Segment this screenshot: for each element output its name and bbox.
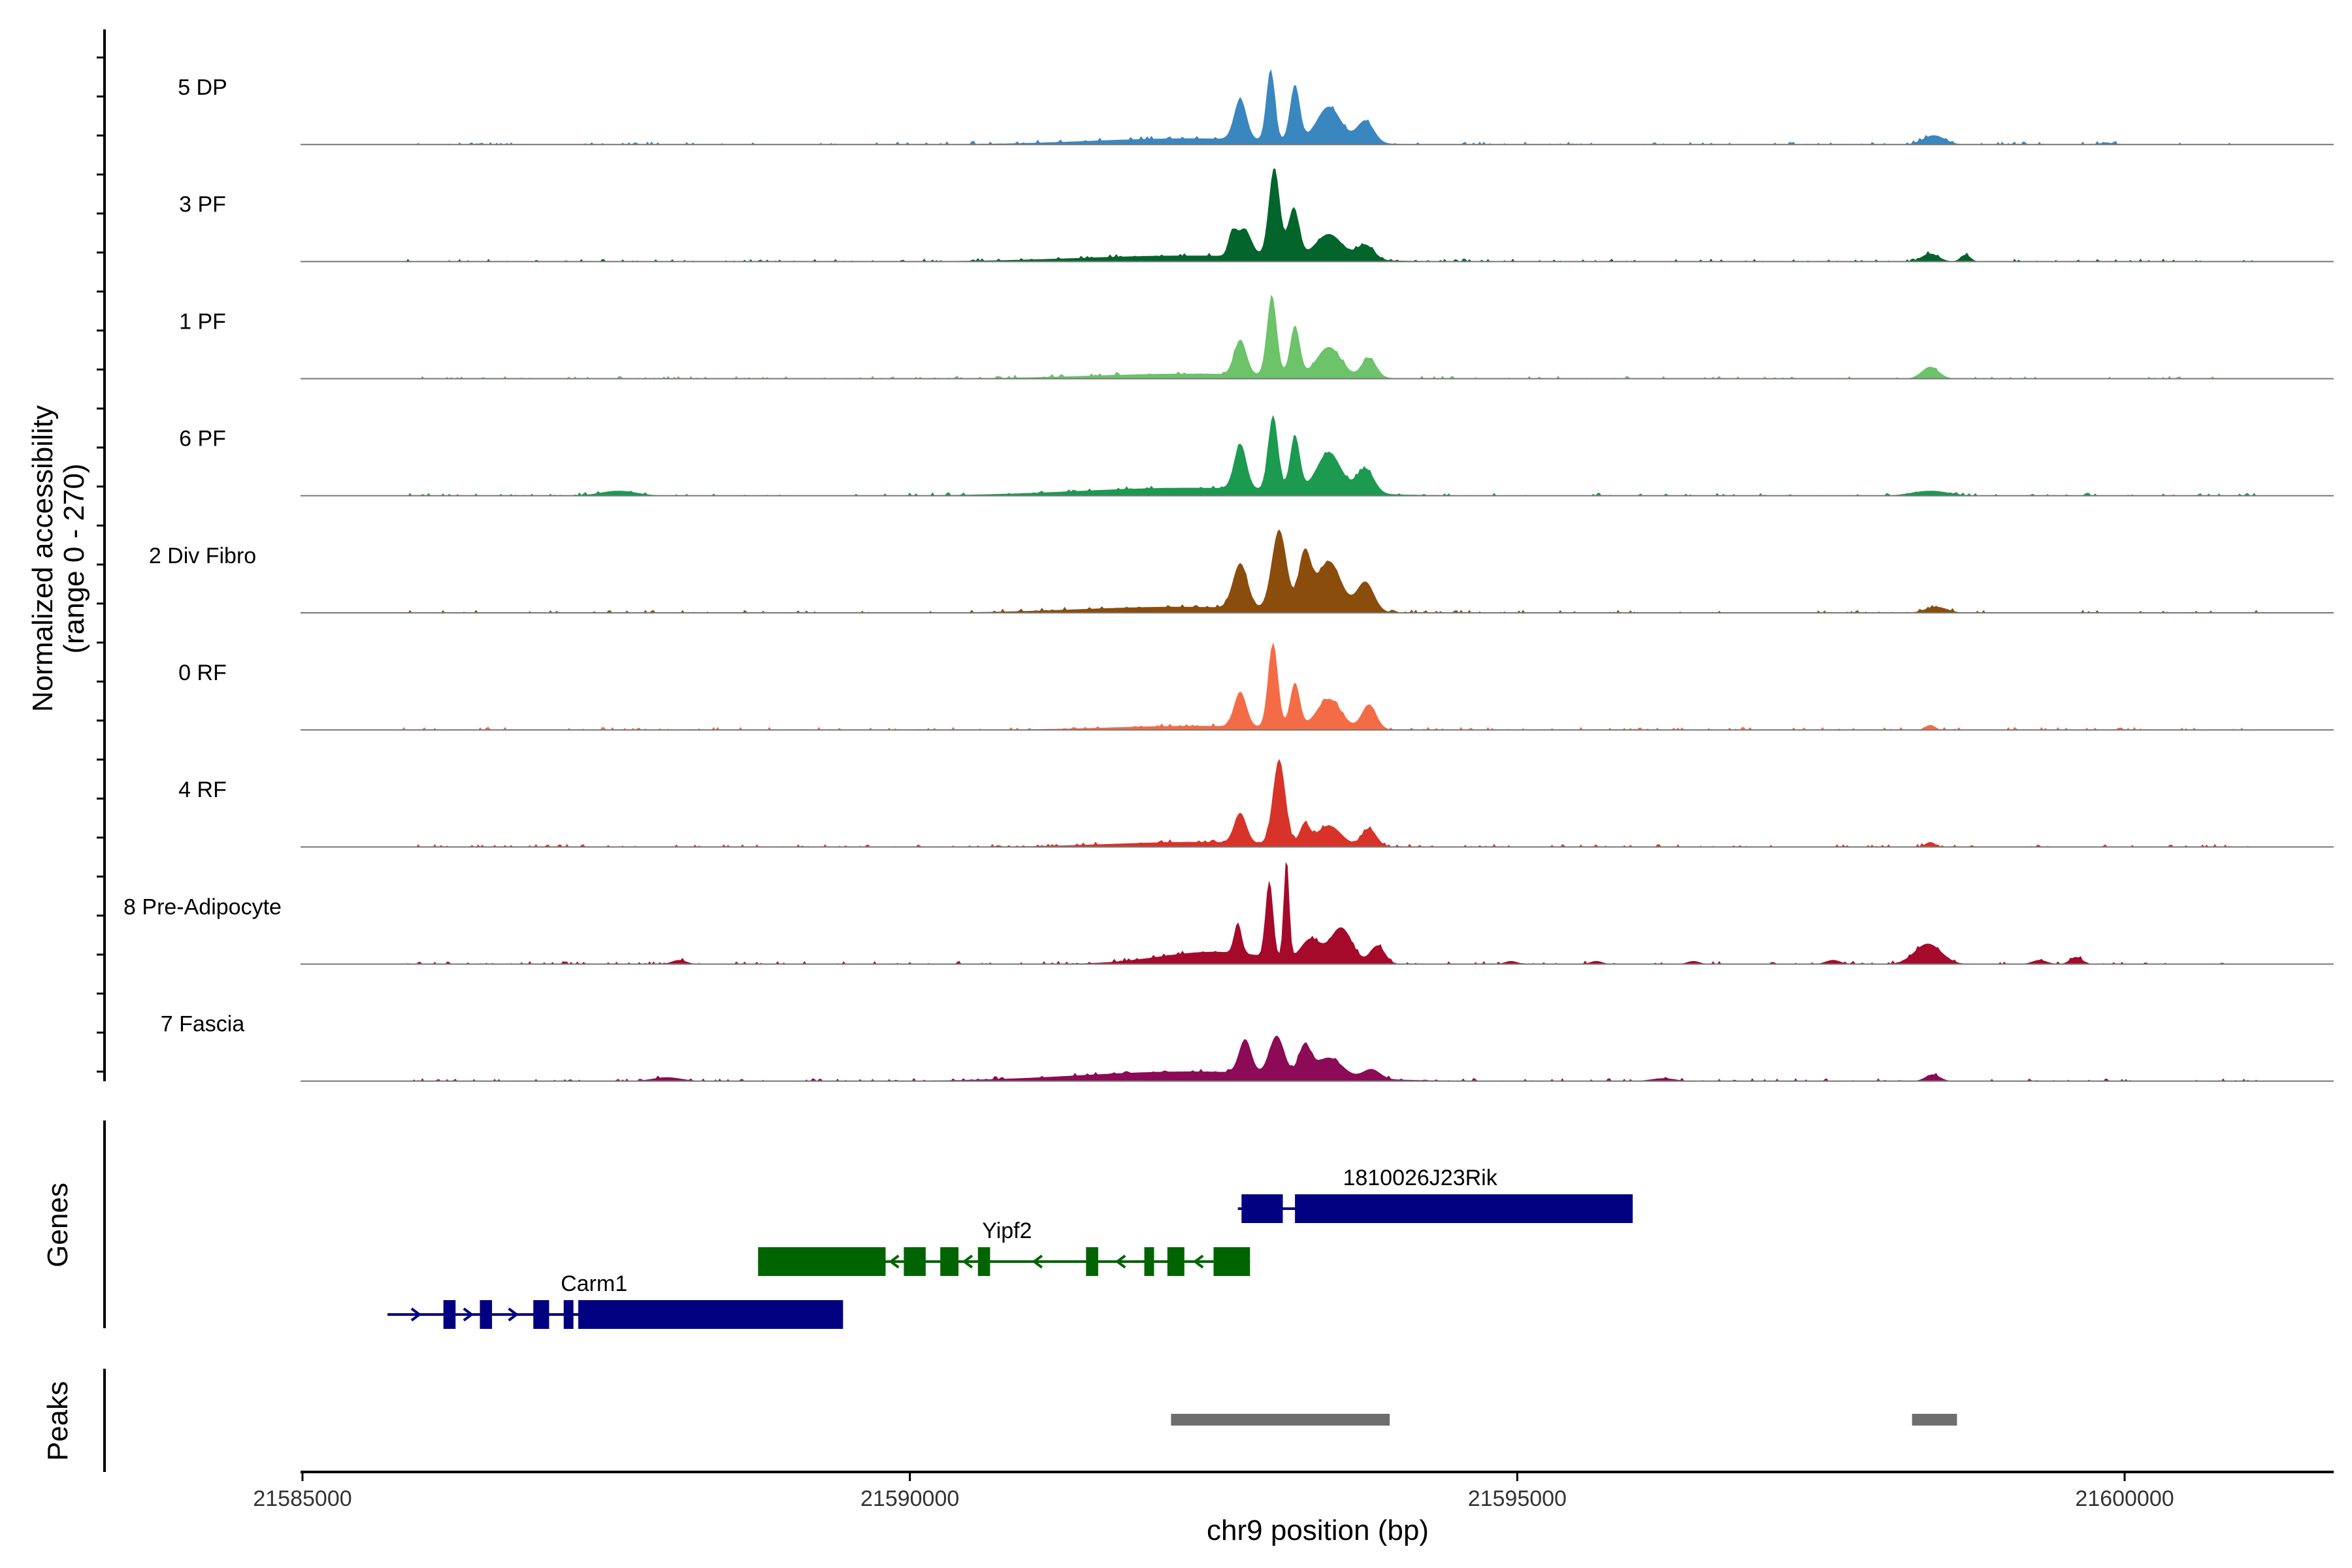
gene-exon bbox=[758, 1247, 886, 1276]
gene-exon bbox=[443, 1300, 456, 1329]
x-tick-label: 21590000 bbox=[860, 1486, 959, 1511]
coverage-area bbox=[399, 529, 2259, 613]
y-axis-title-main: Normalized accessibility bbox=[27, 405, 59, 711]
y-axis-title-range: (range 0 - 270) bbox=[58, 463, 90, 653]
gene-label: Yipf2 bbox=[982, 1218, 1032, 1243]
peaks-track-label: Peaks bbox=[42, 1381, 74, 1461]
coverage-track: 5 DP bbox=[178, 69, 2334, 146]
gene-exon bbox=[578, 1300, 843, 1329]
strand-arrow-icon bbox=[1032, 1254, 1043, 1269]
track-label: 6 PF bbox=[179, 427, 226, 451]
strand-arrow-icon bbox=[410, 1307, 422, 1322]
coverage-track: 0 RF bbox=[178, 642, 2334, 731]
coverage-track: 1 PF bbox=[179, 295, 2334, 380]
gene-exon bbox=[940, 1247, 959, 1276]
gene-exon bbox=[1213, 1247, 1250, 1276]
strand-arrow-icon bbox=[962, 1254, 973, 1269]
peaks-track bbox=[1171, 1414, 1957, 1426]
gene-model: Yipf2 bbox=[758, 1218, 1250, 1276]
strand-arrow-icon bbox=[1115, 1254, 1126, 1269]
track-label: 1 PF bbox=[179, 309, 226, 334]
gene-exon bbox=[977, 1247, 990, 1276]
coverage-area bbox=[399, 415, 2259, 496]
coverage-track: 7 Fascia bbox=[161, 1012, 2334, 1082]
gene-annotation-track: Carm1 Yipf2 1810026J23Rik bbox=[387, 1166, 1633, 1329]
gene-model: Carm1 bbox=[387, 1271, 843, 1329]
coverage-area bbox=[399, 168, 2259, 262]
coverage-area bbox=[399, 642, 2259, 730]
coverage-area bbox=[399, 862, 2259, 964]
axes: 21585000 21590000 21595000 21600000 chr9 po… bbox=[27, 29, 2334, 1546]
y-axis-title: Normalized accessibility (range 0 - 270) bbox=[27, 405, 90, 711]
peak-region bbox=[1912, 1414, 1957, 1426]
gene-model: 1810026J23Rik bbox=[1237, 1166, 1633, 1223]
track-label: 7 Fascia bbox=[161, 1012, 245, 1037]
strand-arrow-icon bbox=[508, 1307, 519, 1322]
gene-exon bbox=[1241, 1194, 1283, 1223]
coverage-area bbox=[399, 295, 2259, 379]
x-tick-label: 21600000 bbox=[2075, 1486, 2174, 1511]
coverage-area bbox=[399, 1036, 2259, 1081]
x-ticks: 21585000 21590000 21595000 21600000 bbox=[253, 1472, 2174, 1511]
y-ticks bbox=[97, 56, 105, 1073]
gene-exon bbox=[904, 1247, 926, 1276]
coverage-area bbox=[399, 69, 2259, 145]
gene-label: 1810026J23Rik bbox=[1343, 1166, 1497, 1190]
strand-arrow-icon bbox=[889, 1254, 900, 1269]
gene-exon bbox=[1144, 1247, 1154, 1276]
track-label: 5 DP bbox=[178, 75, 227, 100]
coverage-area bbox=[399, 759, 2259, 847]
gene-label: Carm1 bbox=[561, 1271, 627, 1296]
gene-exon bbox=[1295, 1194, 1633, 1223]
peak-region bbox=[1171, 1414, 1390, 1426]
coverage-track: 6 PF bbox=[179, 415, 2334, 497]
coverage-tracks: 5 DP 3 PF 1 PF 6 PF 2 Div Fibro 0 RF 4 RF 8 Pre… bbox=[123, 69, 2334, 1082]
x-axis-title: chr9 position (bp) bbox=[1207, 1514, 1429, 1546]
strand-arrow-icon bbox=[463, 1307, 474, 1322]
coverage-track: 3 PF bbox=[179, 168, 2334, 263]
track-label: 4 RF bbox=[178, 777, 227, 802]
gene-exon bbox=[1167, 1247, 1184, 1276]
track-label: 0 RF bbox=[178, 661, 227, 685]
gene-exon bbox=[533, 1300, 549, 1329]
genes-track-label: Genes bbox=[42, 1183, 74, 1267]
coverage-track: 4 RF bbox=[178, 759, 2334, 848]
gene-exon bbox=[1086, 1247, 1098, 1276]
coverage-track: 2 Div Fibro bbox=[149, 529, 2334, 613]
track-label: 3 PF bbox=[179, 192, 226, 217]
strand-arrow-icon bbox=[1192, 1254, 1204, 1269]
x-tick-label: 21585000 bbox=[253, 1486, 351, 1511]
gene-exon bbox=[480, 1300, 493, 1329]
gene-exon bbox=[563, 1300, 574, 1329]
x-tick-label: 21595000 bbox=[1468, 1486, 1567, 1511]
coverage-track: 8 Pre-Adipocyte bbox=[123, 862, 2334, 965]
track-label: 2 Div Fibro bbox=[149, 544, 256, 568]
track-label: 8 Pre-Adipocyte bbox=[123, 894, 282, 919]
